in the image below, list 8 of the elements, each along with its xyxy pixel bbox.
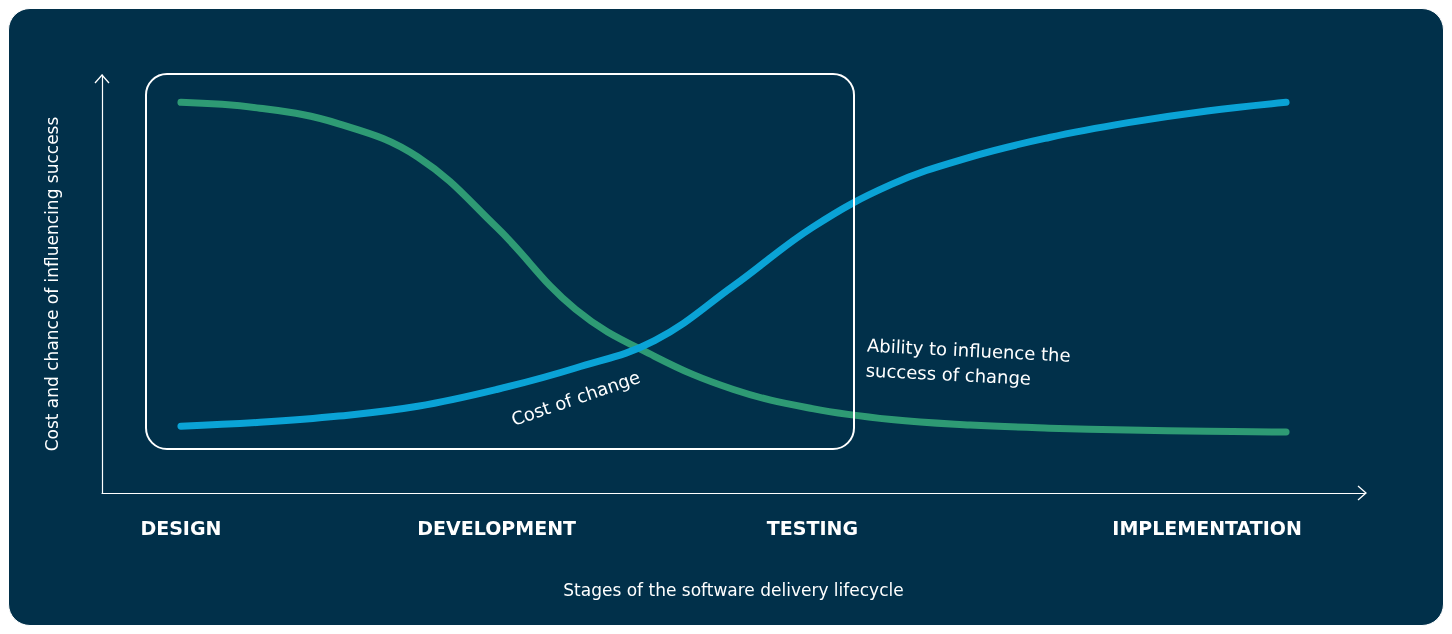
- text: Cost of change: [508, 366, 643, 430]
- x-tick-label: DEVELOPMENT: [417, 516, 577, 539]
- x-tick-label: DESIGN: [140, 516, 222, 539]
- x-axis-title: Stages of the software delivery lifecycle: [563, 579, 904, 600]
- x-tick-label: TESTING: [766, 516, 859, 539]
- y-axis-title: Cost and chance of influencing success: [41, 116, 62, 452]
- x-tick-label: IMPLEMENTATION: [1112, 516, 1302, 539]
- series-label: Ability to influence the success of change: [865, 334, 1077, 389]
